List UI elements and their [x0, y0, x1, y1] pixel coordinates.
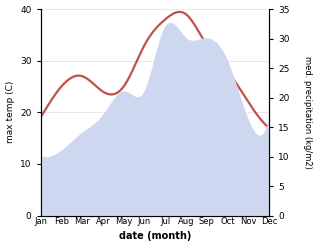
Y-axis label: max temp (C): max temp (C) [5, 81, 15, 144]
X-axis label: date (month): date (month) [119, 231, 191, 242]
Y-axis label: med. precipitation (kg/m2): med. precipitation (kg/m2) [303, 56, 313, 169]
